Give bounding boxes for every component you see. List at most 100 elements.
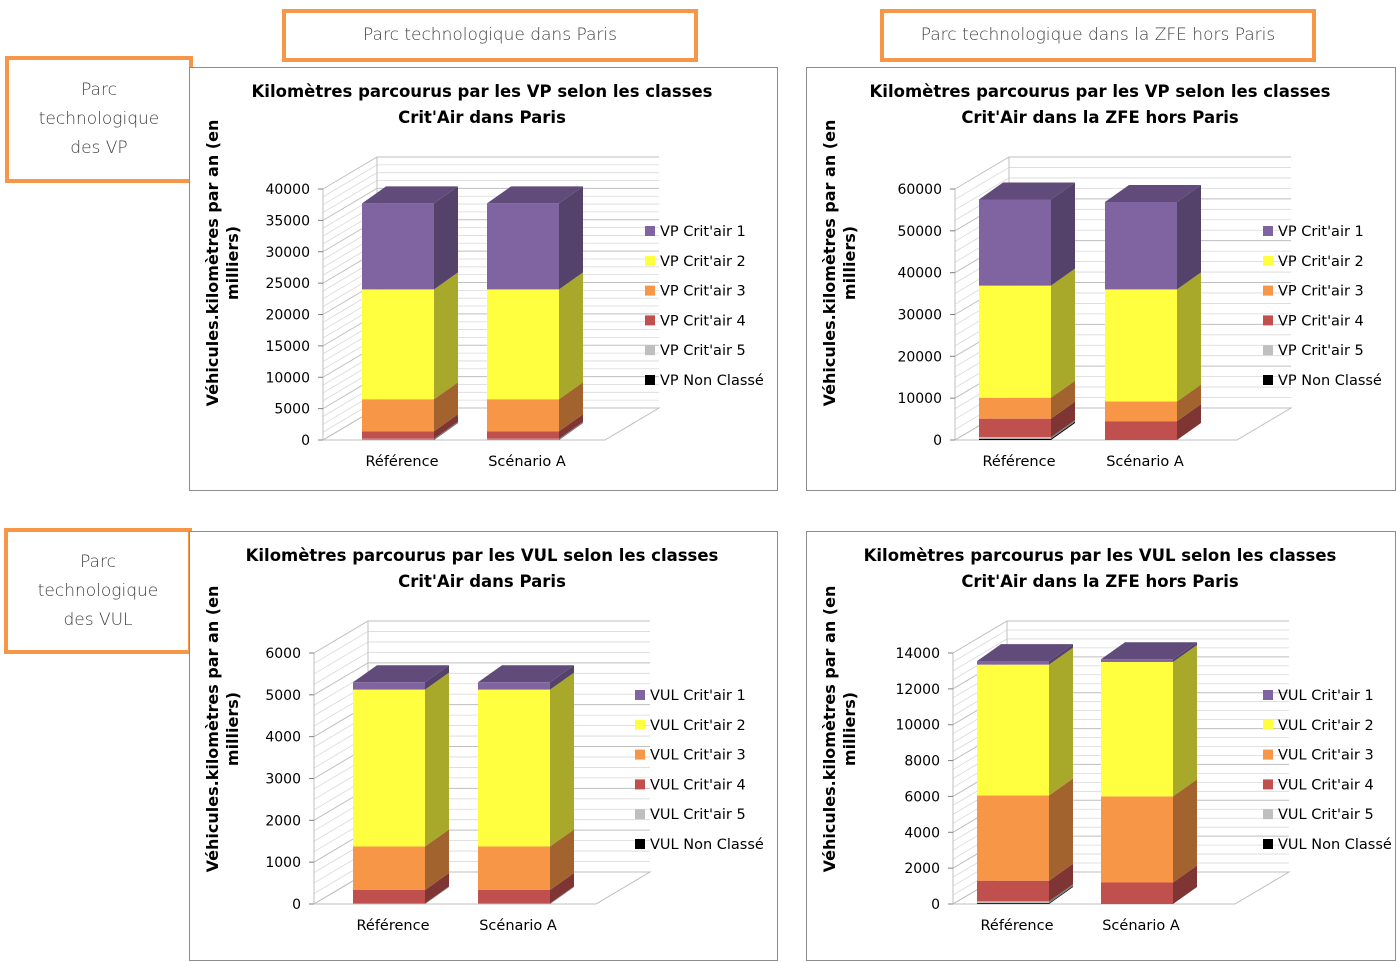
y-tick-label: 2000 bbox=[904, 861, 940, 877]
legend-entry: VP Crit'air 3 bbox=[1263, 284, 1364, 300]
svg-text:VUL Crit'air 2: VUL Crit'air 2 bbox=[1278, 718, 1374, 734]
y-tick-label: 4000 bbox=[265, 730, 301, 746]
bar-segment bbox=[977, 648, 1073, 796]
chart-svg: Kilomètres parcourus par les VP selon le… bbox=[190, 68, 779, 492]
chart-title-line: Kilomètres parcourus par les VUL selon l… bbox=[246, 546, 719, 565]
svg-text:VP Crit'air 4: VP Crit'air 4 bbox=[1278, 313, 1364, 329]
chart-title-line: Kilomètres parcourus par les VP selon le… bbox=[252, 82, 713, 101]
chart-svg: Kilomètres parcourus par les VUL selon l… bbox=[190, 532, 779, 962]
y-tick-label: 14000 bbox=[895, 646, 940, 662]
legend-entry: VP Crit'air 1 bbox=[1263, 224, 1364, 240]
legend-entry: VUL Crit'air 1 bbox=[635, 688, 746, 704]
header-vul-line-3: des VUL bbox=[38, 606, 159, 635]
legend-entry: VUL Crit'air 3 bbox=[635, 748, 746, 764]
x-tick-label: Référence bbox=[365, 454, 438, 470]
y-tick-label: 4000 bbox=[904, 825, 940, 841]
bar-segment bbox=[362, 272, 458, 399]
y-tick-label: 0 bbox=[931, 897, 940, 913]
y-tick-label: 35000 bbox=[265, 213, 310, 229]
legend-entry: VP Crit'air 2 bbox=[645, 254, 746, 270]
legend-entry: VP Crit'air 5 bbox=[645, 343, 746, 359]
legend-entry: VUL Crit'air 4 bbox=[1263, 777, 1374, 793]
legend-entry: VUL Non Classé bbox=[1263, 837, 1392, 853]
svg-text:VUL Crit'air 1: VUL Crit'air 1 bbox=[650, 688, 746, 704]
y-axis-label: Véhicules.kilomètres par an (enmilliers) bbox=[820, 586, 859, 873]
svg-text:VUL Crit'air 4: VUL Crit'air 4 bbox=[650, 777, 746, 793]
y-tick-label: 6000 bbox=[265, 646, 301, 662]
header-vp: Parc technologique des VP bbox=[5, 56, 193, 183]
y-tick-label: 30000 bbox=[265, 245, 310, 261]
y-tick-label: 25000 bbox=[265, 276, 310, 292]
legend-entry: VP Crit'air 2 bbox=[1263, 254, 1364, 270]
legend-entry: VP Non Classé bbox=[1263, 373, 1382, 389]
x-tick-label: Référence bbox=[980, 918, 1053, 934]
chart-title-line: Crit'Air dans la ZFE hors Paris bbox=[961, 108, 1239, 127]
y-tick-label: 0 bbox=[933, 433, 942, 449]
y-tick-label: 10000 bbox=[895, 718, 940, 734]
bar-segment bbox=[487, 272, 583, 399]
bar-segment bbox=[1101, 645, 1197, 796]
svg-text:VP Crit'air 5: VP Crit'air 5 bbox=[660, 343, 746, 359]
y-tick-label: 2000 bbox=[265, 813, 301, 829]
chart-vp-paris: Kilomètres parcourus par les VP selon le… bbox=[189, 67, 778, 491]
y-tick-label: 10000 bbox=[897, 391, 942, 407]
y-axis-label: Véhicules.kilomètres par an (enmilliers) bbox=[203, 120, 242, 407]
header-vul: Parc technologique des VUL bbox=[4, 528, 192, 654]
y-tick-label: 6000 bbox=[904, 789, 940, 805]
legend-entry: VP Crit'air 4 bbox=[645, 313, 746, 329]
y-tick-label: 40000 bbox=[265, 182, 310, 198]
chart-title-line: Crit'Air dans la ZFE hors Paris bbox=[961, 572, 1239, 591]
header-vp-line-3: des VP bbox=[39, 134, 160, 163]
chart-vp-zfe: Kilomètres parcourus par les VP selon le… bbox=[806, 67, 1396, 491]
x-tick-label: Référence bbox=[982, 454, 1055, 470]
chart-title-line: Crit'Air dans Paris bbox=[398, 572, 566, 591]
svg-text:VUL Non Classé: VUL Non Classé bbox=[1278, 837, 1392, 853]
gridline bbox=[314, 621, 650, 653]
legend-entry: VUL Crit'air 2 bbox=[635, 718, 746, 734]
y-tick-label: 15000 bbox=[265, 339, 310, 355]
svg-text:VUL Crit'air 1: VUL Crit'air 1 bbox=[1278, 688, 1374, 704]
header-paris: Parc technologique dans Paris bbox=[282, 9, 698, 62]
chart-vul-paris: Kilomètres parcourus par les VUL selon l… bbox=[189, 531, 778, 961]
legend-entry: VUL Crit'air 1 bbox=[1263, 688, 1374, 704]
svg-text:VP Crit'air 1: VP Crit'air 1 bbox=[1278, 224, 1364, 240]
y-tick-label: 5000 bbox=[274, 402, 310, 418]
legend-entry: VUL Crit'air 5 bbox=[1263, 807, 1374, 823]
y-tick-label: 30000 bbox=[897, 308, 942, 324]
header-vp-line-1: Parc bbox=[39, 76, 160, 105]
y-axis-label: Véhicules.kilomètres par an (enmilliers) bbox=[203, 586, 242, 873]
svg-text:VUL Crit'air 3: VUL Crit'air 3 bbox=[1278, 748, 1374, 764]
chart-svg: Kilomètres parcourus par les VUL selon l… bbox=[807, 532, 1396, 962]
legend-entry: VP Crit'air 4 bbox=[1263, 313, 1364, 329]
y-tick-label: 20000 bbox=[265, 308, 310, 324]
y-tick-label: 8000 bbox=[904, 754, 940, 770]
svg-text:VP Crit'air 3: VP Crit'air 3 bbox=[1278, 284, 1364, 300]
x-tick-label: Scénario A bbox=[1106, 454, 1184, 470]
y-tick-label: 40000 bbox=[897, 266, 942, 282]
y-tick-label: 5000 bbox=[265, 688, 301, 704]
y-tick-label: 60000 bbox=[897, 182, 942, 198]
y-tick-label: 12000 bbox=[895, 682, 940, 698]
x-tick-label: Scénario A bbox=[479, 918, 557, 934]
svg-text:VUL Crit'air 5: VUL Crit'air 5 bbox=[1278, 807, 1374, 823]
minor-gridline bbox=[314, 642, 650, 674]
y-tick-label: 10000 bbox=[265, 370, 310, 386]
header-vp-line-2: technologique bbox=[39, 105, 160, 134]
bar-segment bbox=[478, 673, 574, 847]
legend-entry: VUL Crit'air 5 bbox=[635, 807, 746, 823]
y-tick-label: 1000 bbox=[265, 855, 301, 871]
legend-entry: VP Crit'air 1 bbox=[645, 224, 746, 240]
svg-text:VUL Crit'air 3: VUL Crit'air 3 bbox=[650, 748, 746, 764]
chart-vul-zfe: Kilomètres parcourus par les VUL selon l… bbox=[806, 531, 1396, 961]
chart-title-line: Kilomètres parcourus par les VUL selon l… bbox=[864, 546, 1337, 565]
chart-svg: Kilomètres parcourus par les VP selon le… bbox=[807, 68, 1396, 492]
y-tick-label: 50000 bbox=[897, 224, 942, 240]
bar-segment bbox=[979, 269, 1075, 398]
chart-title-line: Kilomètres parcourus par les VP selon le… bbox=[870, 82, 1331, 101]
legend-entry: VP Crit'air 5 bbox=[1263, 343, 1364, 359]
header-vul-line-1: Parc bbox=[38, 548, 159, 577]
svg-text:VUL Crit'air 2: VUL Crit'air 2 bbox=[650, 718, 746, 734]
legend-entry: VP Non Classé bbox=[645, 373, 764, 389]
svg-text:VP Crit'air 4: VP Crit'air 4 bbox=[660, 313, 746, 329]
svg-text:VUL Non Classé: VUL Non Classé bbox=[650, 837, 764, 853]
